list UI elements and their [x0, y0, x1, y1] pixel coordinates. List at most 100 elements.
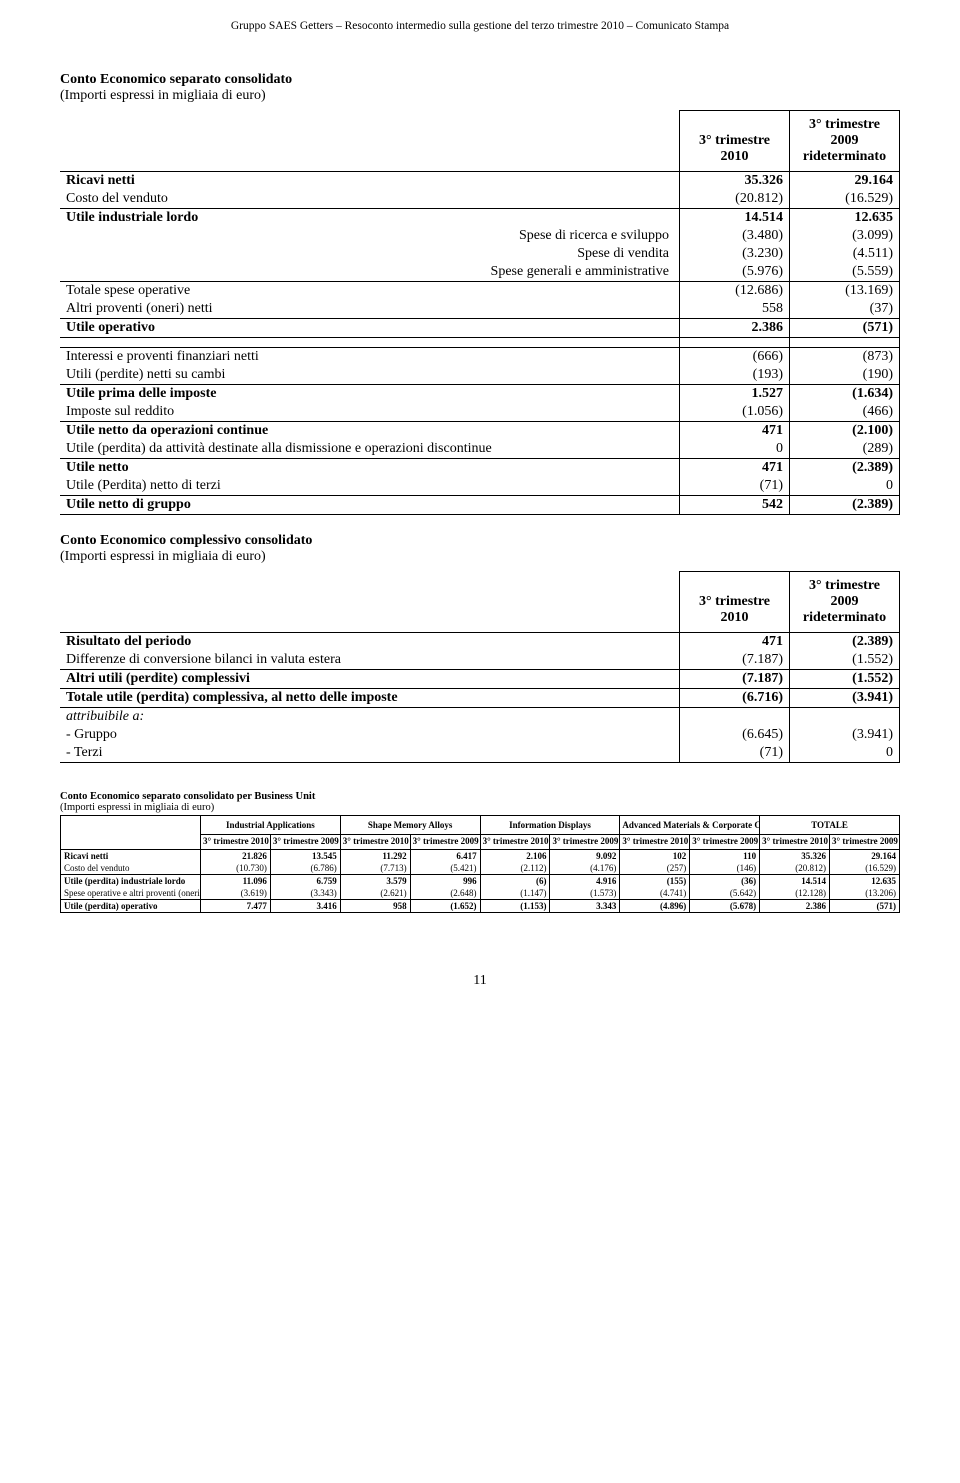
bu-group-2: Information Displays	[480, 816, 620, 835]
row-value-c2: 12.635	[790, 209, 900, 228]
row-label: Ricavi netti	[60, 172, 680, 191]
row-value-c2: (2.389)	[790, 633, 900, 652]
row-label: Altri proventi (oneri) netti	[60, 300, 680, 319]
bu-cell: 21.826	[201, 849, 271, 862]
bu-cell: (5.642)	[690, 887, 760, 900]
row-value-c2: (2.100)	[790, 422, 900, 441]
row-label: Altri utili (perdite) complessivi	[60, 670, 680, 689]
row-value-c2: (3.941)	[790, 726, 900, 744]
bu-row-label: Utile (perdita) operativo	[61, 899, 201, 912]
document-header: Gruppo SAES Getters – Resoconto intermed…	[60, 20, 900, 32]
row-value-c1: (3.230)	[680, 245, 790, 263]
bu-cell: 958	[340, 899, 410, 912]
bu-subcol-2009: 3° trimestre 2009 rideterminato	[830, 835, 900, 850]
bu-subcol-2010: 3° trimestre 2010	[620, 835, 690, 850]
bu-cell: (1.652)	[410, 899, 480, 912]
row-value-c1: (7.187)	[680, 651, 790, 670]
row-value-c2: 0	[790, 477, 900, 496]
bu-subtitle: (Importi espressi in migliaia di euro)	[60, 802, 900, 813]
row-value-c1: (6.716)	[680, 689, 790, 708]
bu-cell: 29.164	[830, 849, 900, 862]
row-label: attribuibile a:	[60, 708, 680, 727]
row-label: Differenze di conversione bilanci in val…	[60, 651, 680, 670]
row-value-c1: 1.527	[680, 385, 790, 404]
row-value-c2: (571)	[790, 319, 900, 338]
bu-cell: (2.112)	[480, 862, 550, 875]
row-value-c2: (1.552)	[790, 670, 900, 689]
row-value-c2: (1.634)	[790, 385, 900, 404]
bu-cell: 996	[410, 874, 480, 887]
row-label: Utile netto da operazioni continue	[60, 422, 680, 441]
row-value-c1: (193)	[680, 366, 790, 385]
bu-cell: 2.386	[760, 899, 830, 912]
row-label: Imposte sul reddito	[60, 403, 680, 422]
bu-subcol-2010: 3° trimestre 2010	[480, 835, 550, 850]
row-value-c1: (666)	[680, 348, 790, 367]
bu-title: Conto Economico separato consolidato per…	[60, 791, 900, 802]
row-label: Spese generali e amministrative	[60, 263, 680, 282]
bu-group-0: Industrial Applications	[201, 816, 341, 835]
bu-cell: 7.477	[201, 899, 271, 912]
table2-col2: 3° trimestre 2009 rideterminato	[790, 572, 900, 633]
table1-title: Conto Economico separato consolidato	[60, 72, 900, 88]
bu-cell: 9.092	[550, 849, 620, 862]
bu-cell: (3.343)	[270, 887, 340, 900]
bu-cell: 12.635	[830, 874, 900, 887]
bu-group-3: Advanced Materials & Corporate Costs	[620, 816, 760, 835]
row-value-c1: 2.386	[680, 319, 790, 338]
bu-cell: 102	[620, 849, 690, 862]
bu-row-label: Ricavi netti	[61, 849, 201, 862]
bu-cell: (5.678)	[690, 899, 760, 912]
bu-cell: (12.128)	[760, 887, 830, 900]
bu-row-label: Spese operative e altri proventi (oneri)	[61, 887, 201, 900]
row-label: Costo del venduto	[60, 190, 680, 209]
row-value-c1: (5.976)	[680, 263, 790, 282]
bu-cell: (2.621)	[340, 887, 410, 900]
row-value-c1: (71)	[680, 744, 790, 763]
table1-subtitle: (Importi espressi in migliaia di euro)	[60, 88, 900, 104]
bu-cell: 3.579	[340, 874, 410, 887]
row-label: Utile operativo	[60, 319, 680, 338]
row-label: Utile industriale lordo	[60, 209, 680, 228]
row-value-c1: 471	[680, 633, 790, 652]
row-value-c1: (1.056)	[680, 403, 790, 422]
row-label: Totale spese operative	[60, 282, 680, 301]
row-value-c1: (7.187)	[680, 670, 790, 689]
row-label: Risultato del periodo	[60, 633, 680, 652]
row-label: Utile netto	[60, 459, 680, 478]
bu-cell: (13.206)	[830, 887, 900, 900]
bu-cell: (36)	[690, 874, 760, 887]
bu-cell: (4.896)	[620, 899, 690, 912]
row-value-c1: (71)	[680, 477, 790, 496]
bu-cell: (10.730)	[201, 862, 271, 875]
row-label: - Terzi	[60, 744, 680, 763]
row-label: Utile prima delle imposte	[60, 385, 680, 404]
row-label: Utile (Perdita) netto di terzi	[60, 477, 680, 496]
bu-cell: (6)	[480, 874, 550, 887]
bu-cell: 6.417	[410, 849, 480, 862]
row-value-c2: 29.164	[790, 172, 900, 191]
bu-cell: (4.176)	[550, 862, 620, 875]
bu-cell: 110	[690, 849, 760, 862]
row-label: Totale utile (perdita) complessiva, al n…	[60, 689, 680, 708]
income-statement-table: 3° trimestre 2010 3° trimestre 2009 ride…	[60, 110, 900, 515]
row-label: Interessi e proventi finanziari netti	[60, 348, 680, 367]
row-value-c2: (190)	[790, 366, 900, 385]
row-value-c2: (13.169)	[790, 282, 900, 301]
row-value-c2: (1.552)	[790, 651, 900, 670]
bu-cell: (571)	[830, 899, 900, 912]
row-value-c2: (2.389)	[790, 496, 900, 515]
row-value-c2: (2.389)	[790, 459, 900, 478]
bu-cell: 14.514	[760, 874, 830, 887]
row-value-c1: 471	[680, 459, 790, 478]
table2-subtitle: (Importi espressi in migliaia di euro)	[60, 549, 900, 565]
row-value-c2: (289)	[790, 440, 900, 459]
bu-cell: (146)	[690, 862, 760, 875]
bu-subcol-2009: 3° trimestre 2009 rideterminato	[410, 835, 480, 850]
bu-subcol-2009: 3° trimestre 2009 rideterminato	[690, 835, 760, 850]
row-value-c1: 35.326	[680, 172, 790, 191]
bu-cell: (2.648)	[410, 887, 480, 900]
row-value-c2: (873)	[790, 348, 900, 367]
row-label: Utile (perdita) da attività destinate al…	[60, 440, 680, 459]
row-value-c1	[680, 708, 790, 727]
